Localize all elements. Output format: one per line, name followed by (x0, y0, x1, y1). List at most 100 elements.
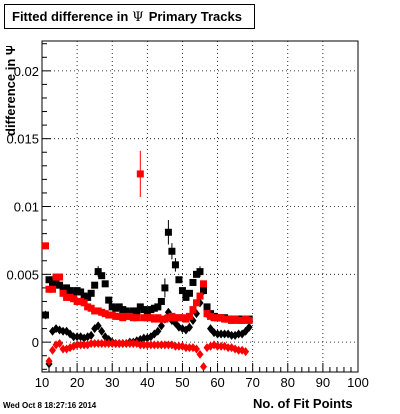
x-axis-label: No. of Fit Points (253, 396, 353, 411)
data-point-diamond (101, 339, 109, 349)
data-point-diamond (161, 340, 169, 350)
data-point-square (122, 307, 130, 315)
data-point-square (168, 247, 176, 255)
data-point-square (73, 297, 81, 305)
data-point-diamond (140, 340, 148, 350)
data-point-square (235, 316, 243, 324)
data-point-square (150, 315, 158, 323)
data-point-square (133, 314, 141, 322)
data-point-square (105, 311, 113, 319)
data-point-square (196, 268, 204, 276)
data-point-diamond (112, 339, 120, 349)
data-point-square (73, 287, 81, 295)
data-point-square (63, 293, 71, 301)
data-point-square (119, 306, 127, 314)
data-point-square (129, 307, 137, 315)
title-suffix: Primary Tracks (148, 9, 242, 24)
data-point-square (108, 311, 116, 319)
data-point-square (217, 314, 225, 322)
data-point-diamond (49, 345, 57, 355)
data-point-diamond (87, 339, 95, 349)
data-point-square (98, 308, 106, 316)
data-point-diamond (98, 326, 106, 336)
data-point-square (87, 304, 95, 312)
data-point-diamond (175, 341, 183, 351)
x-tick-label: 10 (35, 375, 49, 390)
data-point-diamond (242, 347, 250, 357)
data-point-diamond (119, 339, 127, 349)
data-point-diamond (214, 341, 222, 351)
data-point-square (45, 285, 53, 293)
data-point-diamond (56, 339, 64, 349)
data-point-square (192, 270, 200, 278)
data-point-diamond (73, 340, 81, 350)
data-point-square (143, 307, 151, 315)
y-tick-label: 0.02 (14, 64, 39, 79)
data-point-diamond (228, 330, 236, 340)
data-point-square (115, 312, 123, 320)
y-tick-label: 0.015 (6, 132, 39, 147)
data-point-square (98, 272, 106, 280)
data-point-square (105, 296, 113, 304)
data-point-square (80, 299, 88, 307)
data-point-diamond (45, 356, 53, 366)
data-point-square (221, 315, 229, 323)
data-point-square (140, 306, 148, 314)
data-point-square (154, 314, 162, 322)
data-point-square (185, 312, 193, 320)
data-point-square (136, 303, 144, 311)
data-point-square (115, 303, 123, 311)
x-tick-label: 20 (70, 375, 84, 390)
data-point-square (59, 289, 67, 297)
data-point-square (238, 316, 246, 324)
timestamp: Wed Oct 8 18:27:16 2014 (3, 401, 97, 410)
data-point-square (228, 316, 236, 324)
data-point-square (203, 310, 211, 318)
data-point-square (56, 281, 64, 289)
data-point-square (224, 315, 232, 323)
data-point-square (157, 297, 165, 305)
data-point-square (175, 276, 183, 284)
data-point-square (161, 315, 169, 323)
data-point-diamond (157, 340, 165, 350)
data-point-diamond (157, 321, 165, 331)
data-point-square (94, 307, 102, 315)
data-point-square (185, 289, 193, 297)
data-point-square (178, 314, 186, 322)
data-point-square (101, 280, 109, 288)
data-point-square (171, 314, 179, 322)
x-tick-label: 100 (347, 375, 369, 390)
data-point-diamond (235, 345, 243, 355)
y-axis-label: difference in Ψ (3, 46, 17, 136)
data-point-diamond (87, 330, 95, 340)
data-point-square (182, 293, 190, 301)
data-point-square (91, 281, 99, 289)
data-point-diamond (98, 339, 106, 349)
data-point-diamond (140, 333, 148, 343)
data-point-square (189, 278, 197, 286)
data-point-diamond (217, 329, 225, 339)
data-point-square (91, 307, 99, 315)
data-point-square (101, 310, 109, 318)
data-point-square (56, 273, 64, 281)
data-point-diamond (91, 339, 99, 349)
data-point-square (133, 307, 141, 315)
data-point-diamond (94, 339, 102, 349)
data-point-square (164, 228, 172, 236)
data-point-diamond (136, 340, 144, 350)
x-tick-label: 80 (281, 375, 295, 390)
data-point-square (126, 312, 134, 320)
data-point-square (70, 295, 78, 303)
data-point-square (63, 284, 71, 292)
data-point-square (245, 316, 253, 324)
data-point-diamond (214, 329, 222, 339)
data-point-diamond (171, 341, 179, 351)
data-point-square (87, 289, 95, 297)
data-point-diamond (59, 344, 67, 354)
data-point-square (192, 299, 200, 307)
data-point-diamond (192, 344, 200, 354)
data-point-diamond (224, 343, 232, 353)
data-point-diamond (80, 340, 88, 350)
data-point-square (154, 303, 162, 311)
